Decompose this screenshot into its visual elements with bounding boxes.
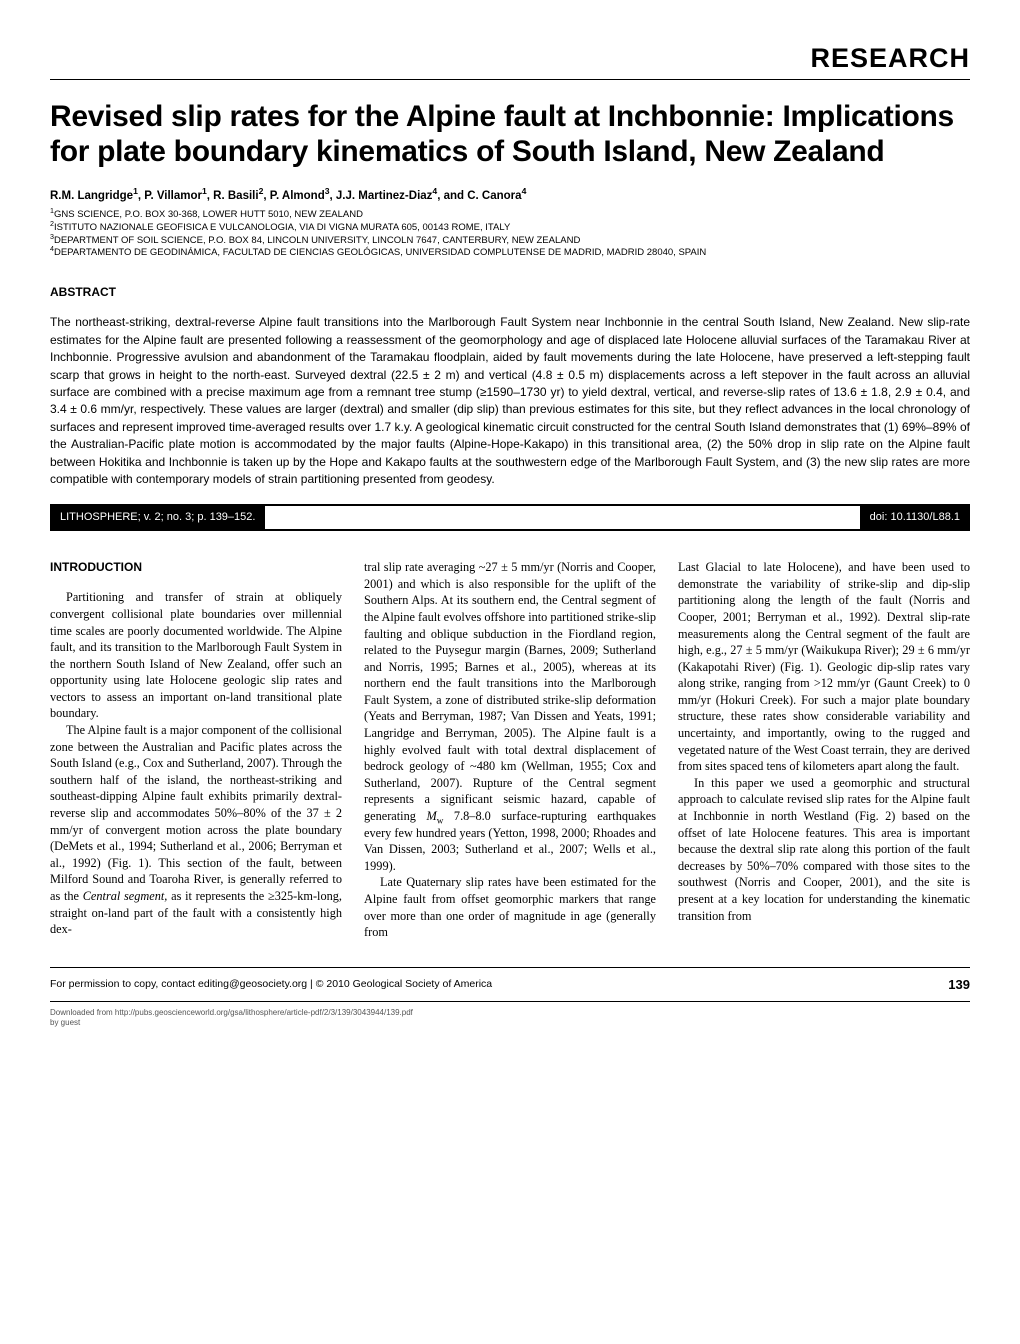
- abstract-heading: ABSTRACT: [50, 284, 970, 300]
- doi: doi: 10.1130/L88.1: [860, 506, 970, 529]
- body-paragraph: The Alpine fault is a major component of…: [50, 722, 342, 938]
- column-3: Last Glacial to late Holocene), and have…: [678, 559, 970, 941]
- column-2: tral slip rate averaging ~27 ± 5 mm/yr (…: [364, 559, 656, 941]
- body-paragraph: Last Glacial to late Holocene), and have…: [678, 559, 970, 775]
- header-rule: [50, 79, 970, 80]
- article-title: Revised slip rates for the Alpine fault …: [50, 100, 970, 169]
- affiliation-line: 3DEPARTMENT OF SOIL SCIENCE, P.O. BOX 84…: [50, 235, 970, 248]
- affiliations-block: 1GNS SCIENCE, P.O. BOX 30-368, LOWER HUT…: [50, 209, 970, 260]
- author-list: R.M. Langridge1, P. Villamor1, R. Basili…: [50, 189, 970, 205]
- abstract-text: The northeast-striking, dextral-reverse …: [50, 314, 970, 488]
- body-columns: INTRODUCTION Partitioning and transfer o…: [50, 559, 970, 941]
- download-note: Downloaded from http://pubs.geosciencewo…: [50, 1008, 970, 1028]
- body-paragraph: Late Quaternary slip rates have been est…: [364, 874, 656, 940]
- download-user: by guest: [50, 1018, 970, 1028]
- footer-rule-top: [50, 967, 970, 968]
- footer-rule-bottom: [50, 1001, 970, 1002]
- citation-bar: LITHOSPHERE; v. 2; no. 3; p. 139–152. do…: [50, 504, 970, 531]
- affiliation-line: 2ISTITUTO NAZIONALE GEOFISICA E VULCANOL…: [50, 222, 970, 235]
- affiliation-line: 4DEPARTAMENTO DE GEODINÁMICA, FACULTAD D…: [50, 247, 970, 260]
- download-url: Downloaded from http://pubs.geosciencewo…: [50, 1008, 970, 1018]
- introduction-heading: INTRODUCTION: [50, 559, 342, 575]
- affiliation-line: 1GNS SCIENCE, P.O. BOX 30-368, LOWER HUT…: [50, 209, 970, 222]
- footer-line: For permission to copy, contact editing@…: [50, 976, 970, 994]
- body-paragraph: tral slip rate averaging ~27 ± 5 mm/yr (…: [364, 559, 656, 874]
- copyright-line: For permission to copy, contact editing@…: [50, 977, 492, 991]
- page-number: 139: [948, 976, 970, 994]
- body-paragraph: In this paper we used a geomorphic and s…: [678, 775, 970, 924]
- column-1: INTRODUCTION Partitioning and transfer o…: [50, 559, 342, 941]
- journal-citation: LITHOSPHERE; v. 2; no. 3; p. 139–152.: [50, 506, 265, 529]
- page-section-label: RESEARCH: [50, 40, 970, 76]
- body-paragraph: Partitioning and transfer of strain at o…: [50, 589, 342, 722]
